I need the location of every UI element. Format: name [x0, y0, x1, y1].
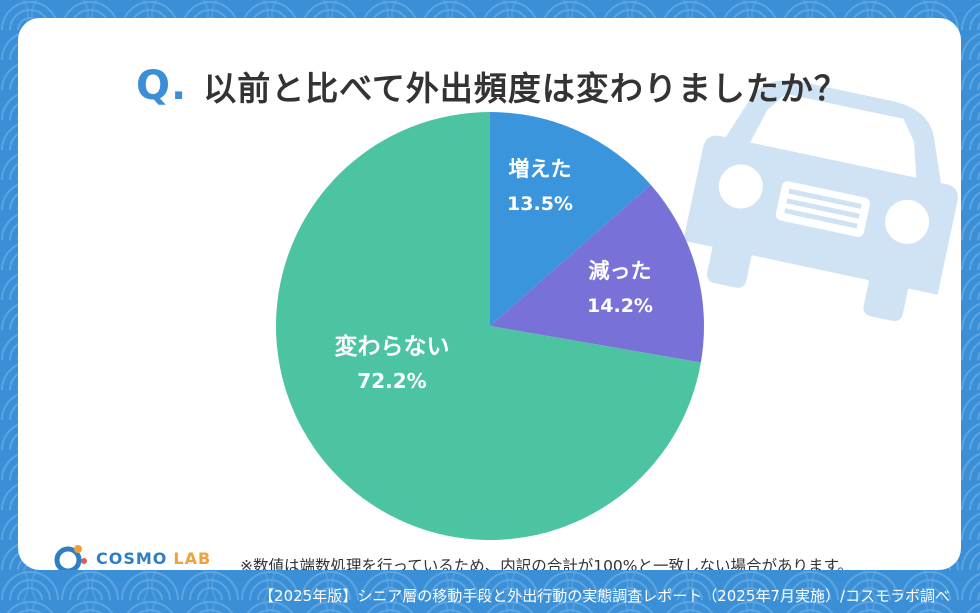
logo-suffix: LAB [173, 548, 212, 568]
q-mark: Q. [136, 63, 188, 109]
slice-label-3: 変わらない [335, 333, 450, 360]
slice-value-2: 14.2% [587, 295, 653, 317]
car-icon [683, 80, 958, 322]
logo-name: COSMO [96, 548, 168, 568]
slice-label-2: 減った [589, 259, 652, 283]
slice-label-1: 増えた [509, 157, 572, 181]
source-footer: 【2025年版】シニア層の移動手段と外出行動の実態調査レポート（2025年7月実… [259, 586, 950, 605]
pie-slice-2 [490, 184, 704, 363]
pie-slice-1 [490, 112, 651, 326]
pie-slice-3 [275, 112, 701, 540]
question-text: 以前と比べて外出頻度は変わりましたか？ [203, 69, 848, 108]
slice-value-1: 13.5% [507, 193, 573, 215]
logo-icon [54, 545, 87, 570]
page-title: Q. 以前と比べて外出頻度は変わりましたか？ [136, 56, 848, 116]
rounding-note: ※数値は端数処理を行っているため、内訳の合計が100%と一致しない場合があります… [240, 557, 853, 570]
chart-card: Q. 以前と比べて外出頻度は変わりましたか？ 増えた 13.5% 減った 14.2% 変… [18, 18, 961, 570]
cosmo-lab-logo: COSMO LAB [54, 543, 211, 570]
pie-chart: 増えた 13.5% 減った 14.2% 変わらない 72.2% [275, 112, 704, 540]
slice-value-3: 72.2% [357, 369, 426, 393]
